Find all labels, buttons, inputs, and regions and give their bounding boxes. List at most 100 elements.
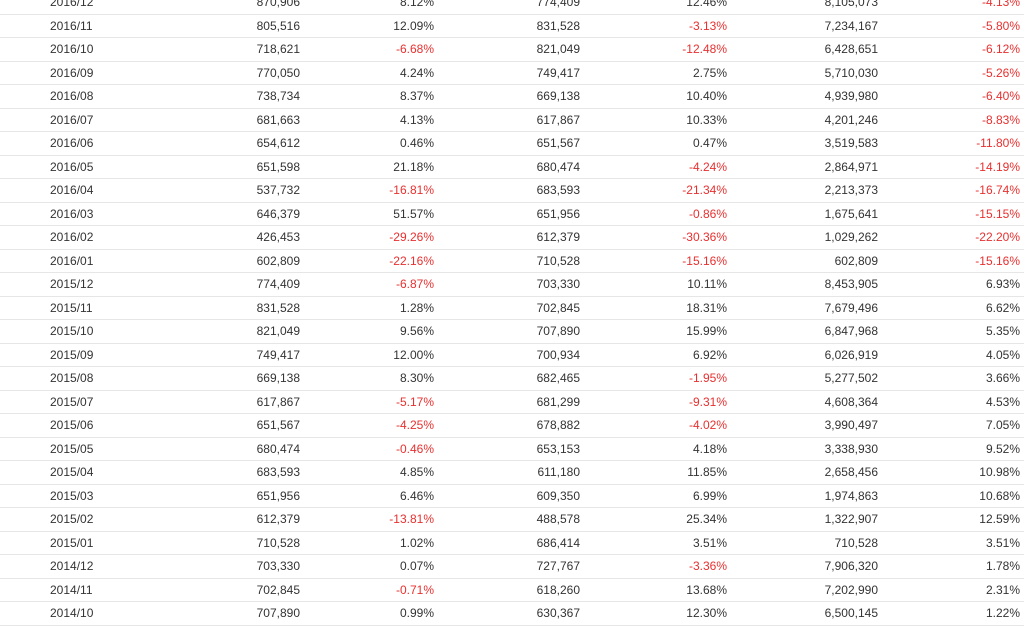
percent-cell-3: 3.66% — [879, 366, 1024, 391]
percent-cell-2: -1.95% — [581, 366, 728, 391]
value-cell-2: 686,414 — [435, 531, 581, 555]
percent-cell-1: 12.09% — [300, 14, 435, 38]
value-cell-3: 2,213,373 — [728, 178, 879, 203]
percent-cell-2: 11.85% — [581, 460, 728, 485]
value-cell-2: 681,299 — [435, 390, 581, 414]
value-cell-3: 4,608,364 — [728, 390, 879, 414]
table-row: 2015/04 683,593 4.85% 611,180 11.85% 2,658,45… — [0, 460, 1024, 485]
value-cell-1: 681,663 — [145, 108, 300, 132]
value-cell-2: 707,890 — [435, 319, 581, 344]
month-cell: 2015/07 — [0, 390, 145, 414]
percent-cell-1: -0.71% — [300, 578, 435, 602]
value-cell-3: 8,105,073 — [728, 0, 879, 15]
percent-cell-1: -4.25% — [300, 413, 435, 438]
table-row: 2014/10 707,890 0.99% 630,367 12.30% 6,500,14… — [0, 601, 1024, 626]
percent-cell-3: -11.80% — [879, 131, 1024, 156]
table-row: 2015/10 821,049 9.56% 707,890 15.99% 6,847,96… — [0, 319, 1024, 344]
table-row: 2016/05 651,598 21.18% 680,474 -4.24% 2,864,9… — [0, 155, 1024, 179]
value-cell-3: 7,202,990 — [728, 578, 879, 602]
percent-cell-2: 0.47% — [581, 131, 728, 156]
percent-cell-1: 4.13% — [300, 108, 435, 132]
value-cell-1: 654,612 — [145, 131, 300, 156]
percent-cell-2: 4.18% — [581, 437, 728, 461]
month-cell: 2015/05 — [0, 437, 145, 461]
table-row: 2015/09 749,417 12.00% 700,934 6.92% 6,026,91… — [0, 343, 1024, 367]
table-row: 2015/11 831,528 1.28% 702,845 18.31% 7,679,49… — [0, 296, 1024, 320]
percent-cell-1: 0.46% — [300, 131, 435, 156]
month-cell: 2015/01 — [0, 531, 145, 555]
percent-cell-1: -29.26% — [300, 225, 435, 250]
percent-cell-2: -12.48% — [581, 37, 728, 62]
percent-cell-1: 0.99% — [300, 601, 435, 626]
value-cell-3: 3,519,583 — [728, 131, 879, 156]
value-cell-1: 710,528 — [145, 531, 300, 555]
percent-cell-3: -5.26% — [879, 61, 1024, 85]
percent-cell-2: 10.33% — [581, 108, 728, 132]
table-row: 2016/01 602,809 -22.16% 710,528 -15.16% 602,8… — [0, 249, 1024, 273]
value-cell-1: 870,906 — [145, 0, 300, 15]
value-cell-1: 805,516 — [145, 14, 300, 38]
value-cell-1: 718,621 — [145, 37, 300, 62]
month-cell: 2016/07 — [0, 108, 145, 132]
month-cell: 2015/12 — [0, 272, 145, 297]
percent-cell-1: -6.87% — [300, 272, 435, 297]
percent-cell-1: 8.37% — [300, 84, 435, 109]
percent-cell-2: -4.02% — [581, 413, 728, 438]
value-cell-2: 611,180 — [435, 460, 581, 485]
month-cell: 2016/09 — [0, 61, 145, 85]
percent-cell-2: 6.92% — [581, 343, 728, 367]
percent-cell-3: 1.22% — [879, 601, 1024, 626]
value-cell-1: 646,379 — [145, 202, 300, 226]
percent-cell-3: -14.19% — [879, 155, 1024, 179]
value-cell-1: 680,474 — [145, 437, 300, 461]
value-cell-1: 683,593 — [145, 460, 300, 485]
month-cell: 2016/02 — [0, 225, 145, 250]
value-cell-3: 1,322,907 — [728, 507, 879, 532]
percent-cell-3: -6.12% — [879, 37, 1024, 62]
value-cell-1: 702,845 — [145, 578, 300, 602]
value-cell-3: 6,026,919 — [728, 343, 879, 367]
value-cell-1: 537,732 — [145, 178, 300, 203]
table-row: 2016/08 738,734 8.37% 669,138 10.40% 4,939,98… — [0, 84, 1024, 109]
table-row: 2016/07 681,663 4.13% 617,867 10.33% 4,201,24… — [0, 108, 1024, 132]
value-cell-1: 426,453 — [145, 225, 300, 250]
table-row: 2015/12 774,409 -6.87% 703,330 10.11% 8,453,9… — [0, 272, 1024, 297]
month-cell: 2015/09 — [0, 343, 145, 367]
percent-cell-1: -0.46% — [300, 437, 435, 461]
month-cell: 2016/12 — [0, 0, 145, 15]
value-cell-2: 680,474 — [435, 155, 581, 179]
value-cell-1: 774,409 — [145, 272, 300, 297]
percent-cell-3: -8.83% — [879, 108, 1024, 132]
table-row: 2015/07 617,867 -5.17% 681,299 -9.31% 4,608,3… — [0, 390, 1024, 414]
percent-cell-1: 1.28% — [300, 296, 435, 320]
percent-cell-2: -4.24% — [581, 155, 728, 179]
percent-cell-2: 6.99% — [581, 484, 728, 508]
percent-cell-1: -22.16% — [300, 249, 435, 273]
table-row: 2015/08 669,138 8.30% 682,465 -1.95% 5,277,50… — [0, 366, 1024, 391]
value-cell-2: 702,845 — [435, 296, 581, 320]
value-cell-2: 703,330 — [435, 272, 581, 297]
percent-cell-3: 4.05% — [879, 343, 1024, 367]
table-row: 2016/10 718,621 -6.68% 821,049 -12.48% 6,428,… — [0, 37, 1024, 62]
month-cell: 2016/11 — [0, 14, 145, 38]
percent-cell-3: -15.15% — [879, 202, 1024, 226]
value-cell-1: 821,049 — [145, 319, 300, 344]
percent-cell-2: -3.36% — [581, 554, 728, 579]
value-cell-3: 8,453,905 — [728, 272, 879, 297]
table-row: 2015/03 651,956 6.46% 609,350 6.99% 1,974,863… — [0, 484, 1024, 508]
percent-cell-2: -9.31% — [581, 390, 728, 414]
percent-cell-3: -4.13% — [879, 0, 1024, 15]
value-cell-2: 683,593 — [435, 178, 581, 203]
value-cell-1: 602,809 — [145, 249, 300, 273]
value-cell-3: 2,658,456 — [728, 460, 879, 485]
table-row: 2015/02 612,379 -13.81% 488,578 25.34% 1,322,… — [0, 507, 1024, 532]
value-cell-1: 707,890 — [145, 601, 300, 626]
value-cell-2: 653,153 — [435, 437, 581, 461]
month-cell: 2014/11 — [0, 578, 145, 602]
percent-cell-1: -16.81% — [300, 178, 435, 203]
value-cell-3: 1,029,262 — [728, 225, 879, 250]
table-row: 2015/01 710,528 1.02% 686,414 3.51% 710,528 3.… — [0, 531, 1024, 555]
value-cell-3: 710,528 — [728, 531, 879, 555]
value-cell-3: 5,277,502 — [728, 366, 879, 391]
value-cell-1: 651,567 — [145, 413, 300, 438]
